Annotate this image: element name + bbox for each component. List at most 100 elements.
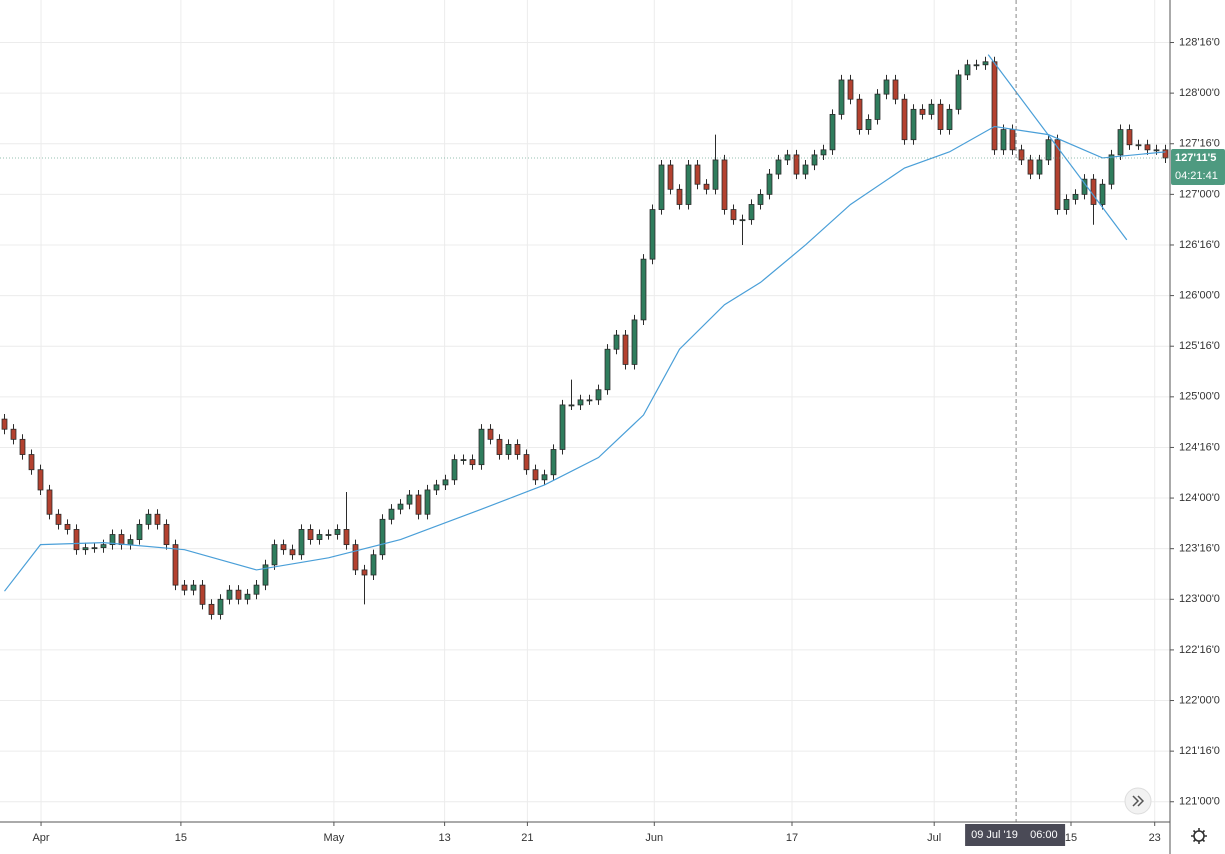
plot	[0, 0, 1170, 822]
y-tick-label: 125'16'0	[1179, 340, 1220, 352]
candle-body	[820, 149, 827, 156]
candle-body	[235, 589, 242, 600]
candle-body	[73, 529, 80, 551]
candle-body	[838, 79, 845, 115]
gear-teeth	[1191, 828, 1207, 844]
candle-body	[955, 74, 962, 110]
candle-body	[1045, 139, 1052, 161]
candle-body	[334, 529, 341, 535]
candle-body	[1018, 149, 1025, 161]
candle-body	[1063, 199, 1070, 210]
countdown-label: 04:21:41	[1175, 170, 1218, 182]
candle-body	[1144, 144, 1151, 151]
candle-body	[289, 549, 296, 556]
candle-body	[46, 489, 53, 515]
candle-body	[199, 584, 206, 605]
candle-body	[991, 61, 998, 151]
axes: 121'00'0 121'16'0 122'00'0 122'16'0 123'00'0…	[32, 36, 1225, 846]
candle-body	[622, 334, 629, 365]
candle-body	[703, 183, 710, 190]
y-tick-label: 126'16'0	[1179, 239, 1220, 251]
candle-body	[298, 529, 305, 556]
candle-body	[856, 98, 863, 130]
candle-body	[136, 523, 143, 540]
candle-body	[829, 113, 836, 151]
y-tick-label: 123'16'0	[1179, 543, 1220, 555]
candle-body	[37, 469, 44, 491]
candle-body	[10, 428, 17, 440]
y-tick-label: 128'16'0	[1179, 36, 1220, 48]
candle-body	[172, 544, 179, 586]
x-tick-label: Jun	[645, 832, 663, 844]
candle-body	[748, 204, 755, 221]
candle-body	[1090, 178, 1097, 205]
candle-body	[397, 503, 404, 510]
candle-body	[19, 438, 26, 455]
candle-body	[586, 399, 593, 402]
candle-body	[433, 484, 440, 491]
y-tick-label: 122'16'0	[1179, 644, 1220, 656]
candle-body	[541, 474, 548, 481]
candle-body	[55, 513, 62, 525]
grid	[0, 0, 1170, 822]
y-tick-label: 123'00'0	[1179, 593, 1220, 605]
trendline	[987, 54, 1128, 241]
y-tick-label: 121'16'0	[1179, 745, 1220, 757]
candle-body	[217, 598, 224, 615]
y-tick-label: 121'00'0	[1179, 796, 1220, 808]
candle-body	[784, 154, 791, 161]
last-price-label: 127'11'5	[1175, 152, 1216, 164]
candle-body	[109, 534, 116, 546]
candle-body	[145, 513, 152, 525]
candle-body	[244, 593, 251, 600]
scroll-icon	[1132, 795, 1145, 807]
candle-body	[928, 103, 935, 115]
candle-body	[847, 79, 854, 100]
candle-body	[1072, 193, 1079, 200]
candle-body	[190, 584, 197, 591]
candle-body	[694, 164, 701, 185]
candle-body	[226, 589, 233, 600]
candle-body	[514, 444, 521, 455]
candle-body	[154, 513, 161, 525]
crosshair-time: 06:00	[1030, 829, 1058, 841]
candle-body	[946, 108, 953, 130]
candle-body	[64, 523, 71, 530]
candle-body	[550, 449, 557, 476]
x-tick-label: 17	[786, 832, 798, 844]
candle-body	[316, 534, 323, 540]
y-tick-label: 124'16'0	[1179, 441, 1220, 453]
candle-body	[370, 554, 377, 576]
candle-body	[658, 164, 665, 210]
candle-body	[262, 564, 269, 586]
candle-body	[127, 539, 134, 546]
candle-body	[568, 404, 575, 407]
candle-body	[883, 79, 890, 95]
candle-body	[1000, 129, 1007, 151]
crosshair-date: 09 Jul '19	[971, 829, 1018, 841]
x-tick-label: 15	[175, 832, 187, 844]
candle-body	[649, 209, 656, 260]
candle-body	[730, 209, 737, 221]
scroll-button[interactable]	[1124, 787, 1152, 815]
candle-body	[163, 523, 170, 546]
settings-button[interactable]	[1191, 828, 1207, 844]
candle-body	[406, 494, 413, 505]
x-tick-label: 21	[521, 832, 533, 844]
candle-body	[973, 64, 980, 67]
candle-body	[667, 164, 674, 190]
candle-body	[775, 159, 782, 175]
candle-body	[343, 529, 350, 546]
candle-body	[937, 103, 944, 130]
candle-body	[1153, 149, 1160, 152]
candle-body	[964, 64, 971, 76]
candle-body	[802, 164, 809, 175]
x-tick-label: Jul	[927, 832, 941, 844]
candle-body	[1009, 129, 1016, 151]
candle-body	[505, 444, 512, 455]
candle-body	[1126, 129, 1133, 146]
candle-body	[901, 98, 908, 141]
